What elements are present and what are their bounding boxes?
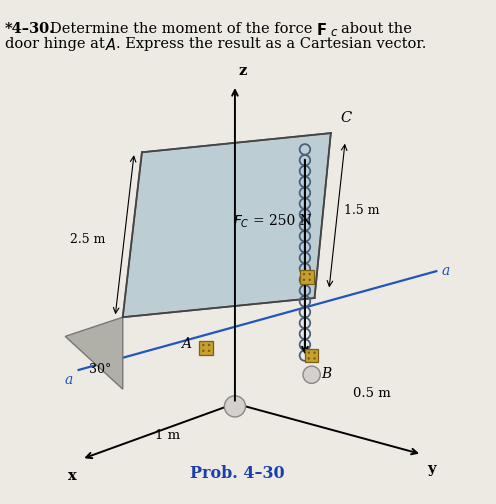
- Bar: [199, 341, 213, 355]
- Bar: [300, 270, 313, 284]
- Circle shape: [202, 344, 204, 346]
- Text: *4–30.: *4–30.: [5, 22, 55, 36]
- Circle shape: [303, 273, 305, 275]
- Text: 0.5 m: 0.5 m: [353, 388, 391, 400]
- Circle shape: [309, 273, 311, 275]
- Text: $\mathit{c}$: $\mathit{c}$: [330, 26, 338, 39]
- Circle shape: [208, 344, 210, 346]
- Text: door hinge at: door hinge at: [5, 37, 105, 51]
- Circle shape: [308, 357, 310, 360]
- Text: 2.5 m: 2.5 m: [70, 233, 106, 246]
- Text: A: A: [181, 337, 191, 351]
- Text: Determine the moment of the force: Determine the moment of the force: [50, 22, 312, 36]
- Text: $\mathbf{F}$: $\mathbf{F}$: [316, 22, 327, 38]
- Circle shape: [308, 351, 310, 354]
- Text: z: z: [239, 65, 247, 79]
- Text: 1 m: 1 m: [155, 428, 181, 442]
- Text: $F_C$: $F_C$: [233, 213, 249, 229]
- Text: $\mathit{A}$: $\mathit{A}$: [105, 37, 116, 53]
- Circle shape: [313, 351, 316, 354]
- Circle shape: [202, 349, 204, 352]
- Text: x: x: [68, 469, 77, 483]
- Text: 30°: 30°: [89, 363, 112, 376]
- Circle shape: [309, 279, 311, 281]
- Circle shape: [208, 349, 210, 352]
- Circle shape: [224, 396, 246, 417]
- Text: a: a: [441, 264, 449, 278]
- Circle shape: [313, 357, 316, 360]
- Text: C: C: [340, 111, 352, 125]
- Text: Prob. 4–30: Prob. 4–30: [190, 465, 285, 482]
- Text: = 250 N: = 250 N: [253, 214, 312, 228]
- Polygon shape: [123, 133, 331, 317]
- Circle shape: [303, 366, 320, 384]
- Text: B: B: [321, 367, 331, 381]
- Text: about the: about the: [341, 22, 412, 36]
- Text: y: y: [427, 462, 435, 476]
- Text: a: a: [64, 373, 73, 387]
- Text: 1.5 m: 1.5 m: [344, 204, 379, 217]
- Polygon shape: [65, 317, 123, 389]
- Bar: [305, 349, 318, 362]
- Text: . Express the result as a Cartesian vector.: . Express the result as a Cartesian vect…: [116, 37, 427, 51]
- Circle shape: [303, 279, 305, 281]
